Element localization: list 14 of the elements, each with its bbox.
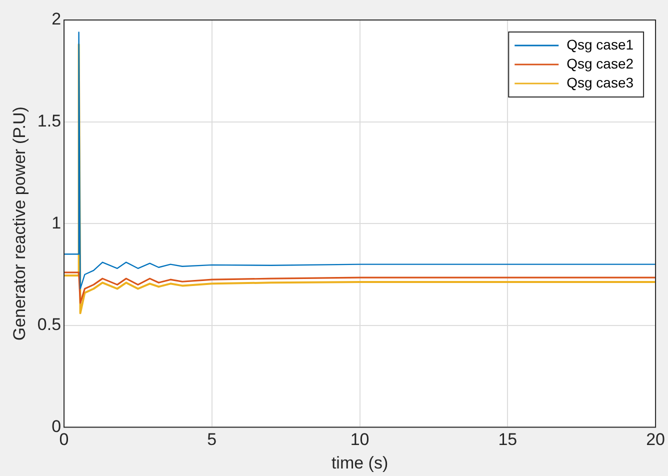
y-tick-label: 0.5 xyxy=(37,315,62,334)
y-tick-label: 1 xyxy=(52,213,62,232)
legend-label: Qsg case3 xyxy=(566,74,634,90)
x-tick-label: 20 xyxy=(646,430,666,450)
y-tick-label: 2 xyxy=(52,10,62,29)
y-tick-label: 1.5 xyxy=(37,111,62,130)
x-tick-label: 15 xyxy=(498,430,518,450)
x-tick-label: 10 xyxy=(350,430,370,450)
legend-label: Qsg case2 xyxy=(566,55,634,72)
x-tick-label: 5 xyxy=(207,430,217,450)
x-axis-title: time (s) xyxy=(331,453,388,472)
y-tick-label: 0 xyxy=(52,416,62,436)
y-axis-title: Generator reactive power (P.U) xyxy=(10,106,29,341)
legend-label: Qsg case1 xyxy=(566,36,634,52)
